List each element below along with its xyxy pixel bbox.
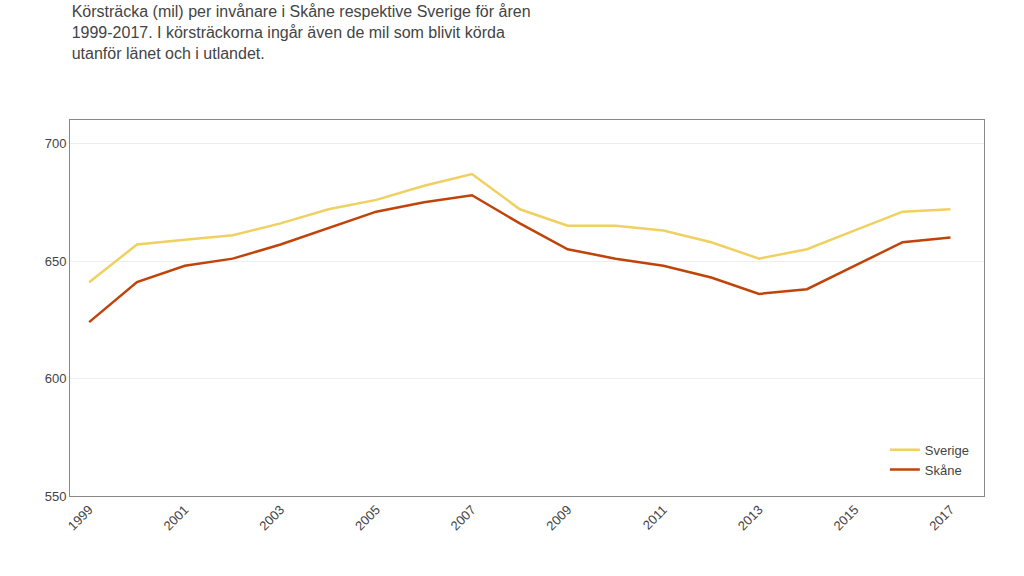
svg-text:Sverige: Sverige xyxy=(925,443,969,458)
svg-text:2009: 2009 xyxy=(543,502,574,533)
svg-text:600: 600 xyxy=(45,371,67,386)
svg-text:1999: 1999 xyxy=(65,502,96,533)
svg-text:550: 550 xyxy=(45,489,67,504)
svg-text:Körsträcka (mil) per invånare: Körsträcka (mil) per invånare i Skåne re… xyxy=(72,3,531,62)
svg-text:Skåne: Skåne xyxy=(925,463,962,478)
svg-text:2015: 2015 xyxy=(830,502,861,533)
svg-text:2003: 2003 xyxy=(256,502,287,533)
svg-text:700: 700 xyxy=(45,136,67,151)
svg-text:2017: 2017 xyxy=(926,502,957,533)
svg-text:2005: 2005 xyxy=(352,502,383,533)
svg-text:2001: 2001 xyxy=(161,502,192,533)
svg-text:2013: 2013 xyxy=(735,502,766,533)
svg-text:2007: 2007 xyxy=(448,502,479,533)
svg-text:2011: 2011 xyxy=(640,502,670,532)
svg-text:650: 650 xyxy=(45,254,67,269)
